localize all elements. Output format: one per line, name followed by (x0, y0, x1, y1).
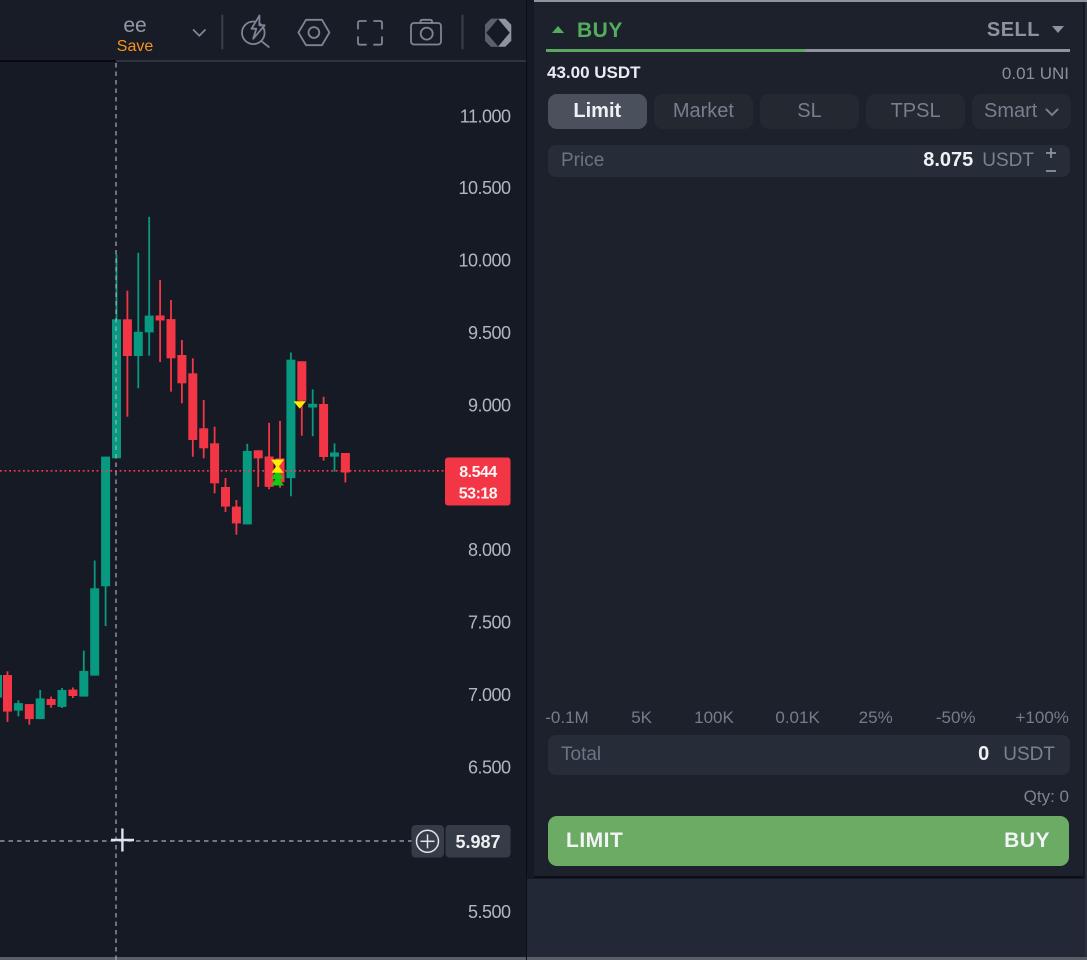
svg-text:5.500: 5.500 (468, 902, 511, 922)
svg-text:7.500: 7.500 (468, 612, 511, 632)
svg-text:5.987: 5.987 (455, 832, 500, 852)
svg-text:53:18: 53:18 (459, 486, 498, 503)
svg-text:6.500: 6.500 (468, 757, 511, 777)
svg-text:9.500: 9.500 (468, 323, 511, 343)
svg-text:7.000: 7.000 (468, 685, 511, 705)
svg-text:11.000: 11.000 (460, 106, 511, 126)
svg-text:10.000: 10.000 (458, 250, 511, 270)
svg-text:9.000: 9.000 (468, 395, 511, 415)
svg-text:10.500: 10.500 (458, 178, 511, 198)
svg-text:8.544: 8.544 (459, 464, 497, 481)
svg-text:8.000: 8.000 (468, 540, 511, 560)
